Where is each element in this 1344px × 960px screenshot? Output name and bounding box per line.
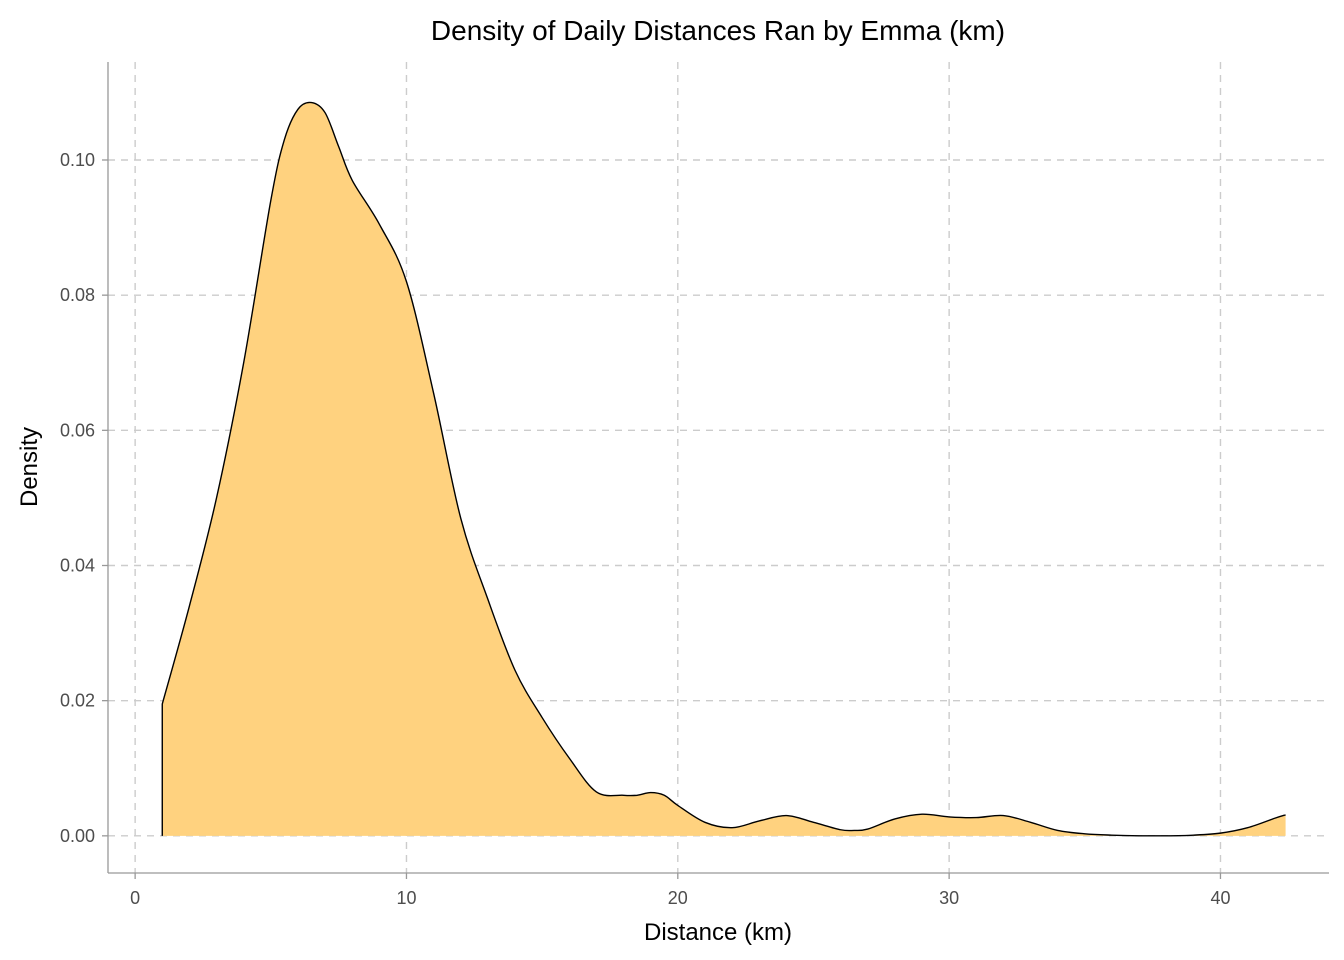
axis-ticks: 0 10 20 30 40 0.00 0.02 0.04 0.06 0.08 0.10 xyxy=(60,150,1231,908)
density-area xyxy=(162,102,1286,836)
x-tick-label: 40 xyxy=(1210,888,1230,908)
density-line xyxy=(161,101,1286,837)
y-axis-title: Density xyxy=(16,427,43,507)
density-series xyxy=(161,101,1286,837)
x-tick-label: 20 xyxy=(668,888,688,908)
x-tick-label: 10 xyxy=(396,888,416,908)
axes xyxy=(107,62,1329,874)
y-tick-label: 0.00 xyxy=(60,826,95,846)
chart-title: Density of Daily Distances Ran by Emma (… xyxy=(431,15,1005,46)
y-tick-label: 0.08 xyxy=(60,285,95,305)
y-tick-label: 0.10 xyxy=(60,150,95,170)
x-tick-label: 30 xyxy=(939,888,959,908)
y-tick-label: 0.06 xyxy=(60,420,95,440)
y-tick-label: 0.02 xyxy=(60,691,95,711)
x-tick-label: 0 xyxy=(130,888,140,908)
y-tick-label: 0.04 xyxy=(60,555,95,575)
x-axis-title: Distance (km) xyxy=(644,919,792,946)
